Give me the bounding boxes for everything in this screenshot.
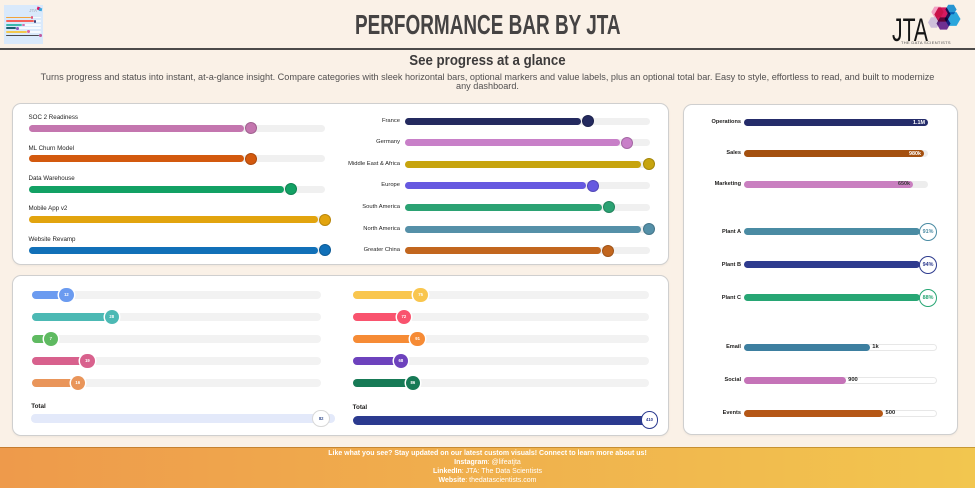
svg-text:THE DATA SCIENTISTS: THE DATA SCIENTISTS xyxy=(901,40,951,45)
svg-text:JTA: JTA xyxy=(892,12,928,48)
